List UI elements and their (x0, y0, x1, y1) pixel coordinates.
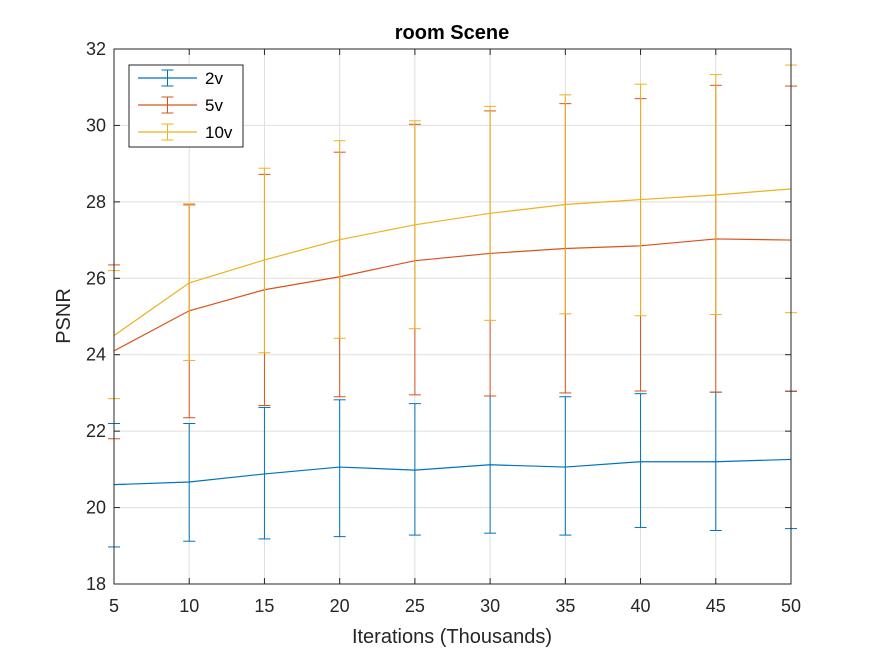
x-tick-label: 15 (254, 596, 274, 616)
y-tick-label: 24 (86, 345, 106, 365)
y-tick-label: 20 (86, 498, 106, 518)
y-tick-label: 22 (86, 421, 106, 441)
legend-item-5v: 5v (138, 96, 223, 115)
y-tick-label: 30 (86, 115, 106, 135)
x-tick-label: 25 (405, 596, 425, 616)
legend-box (128, 64, 244, 148)
plot-frame (113, 48, 792, 585)
x-tick-label: 35 (555, 596, 575, 616)
legend-item-10v: 10v (138, 123, 233, 142)
y-tick-label: 28 (86, 192, 106, 212)
x-tick-label: 45 (706, 596, 726, 616)
x-tick-label: 20 (330, 596, 350, 616)
x-axis-label: Iterations (Thousands) (352, 626, 552, 648)
axis-ticks: 5 10 15 20 25 30 35 40 45 50 18 20 22 24 26 28 30 32 (86, 39, 801, 616)
chart-title: room Scene (395, 22, 509, 44)
series-line-10v (113, 188, 792, 337)
x-tick-label: 5 (109, 596, 119, 616)
legend: 2v 5v 10v (128, 64, 244, 148)
series-line-2v (113, 458, 792, 486)
x-tick-label: 10 (179, 596, 199, 616)
y-axis-label: PSNR (53, 288, 75, 344)
x-tick-label: 30 (480, 596, 500, 616)
y-tick-label: 26 (86, 268, 106, 288)
y-tick-label: 32 (86, 39, 106, 59)
series-line-5v (113, 238, 792, 352)
legend-label: 10v (205, 123, 233, 142)
x-tick-label: 40 (631, 596, 651, 616)
legend-label: 2v (205, 69, 223, 88)
x-tick-label: 50 (781, 596, 801, 616)
y-tick-label: 18 (86, 574, 106, 594)
legend-label: 5v (205, 96, 223, 115)
legend-item-2v: 2v (138, 69, 223, 88)
